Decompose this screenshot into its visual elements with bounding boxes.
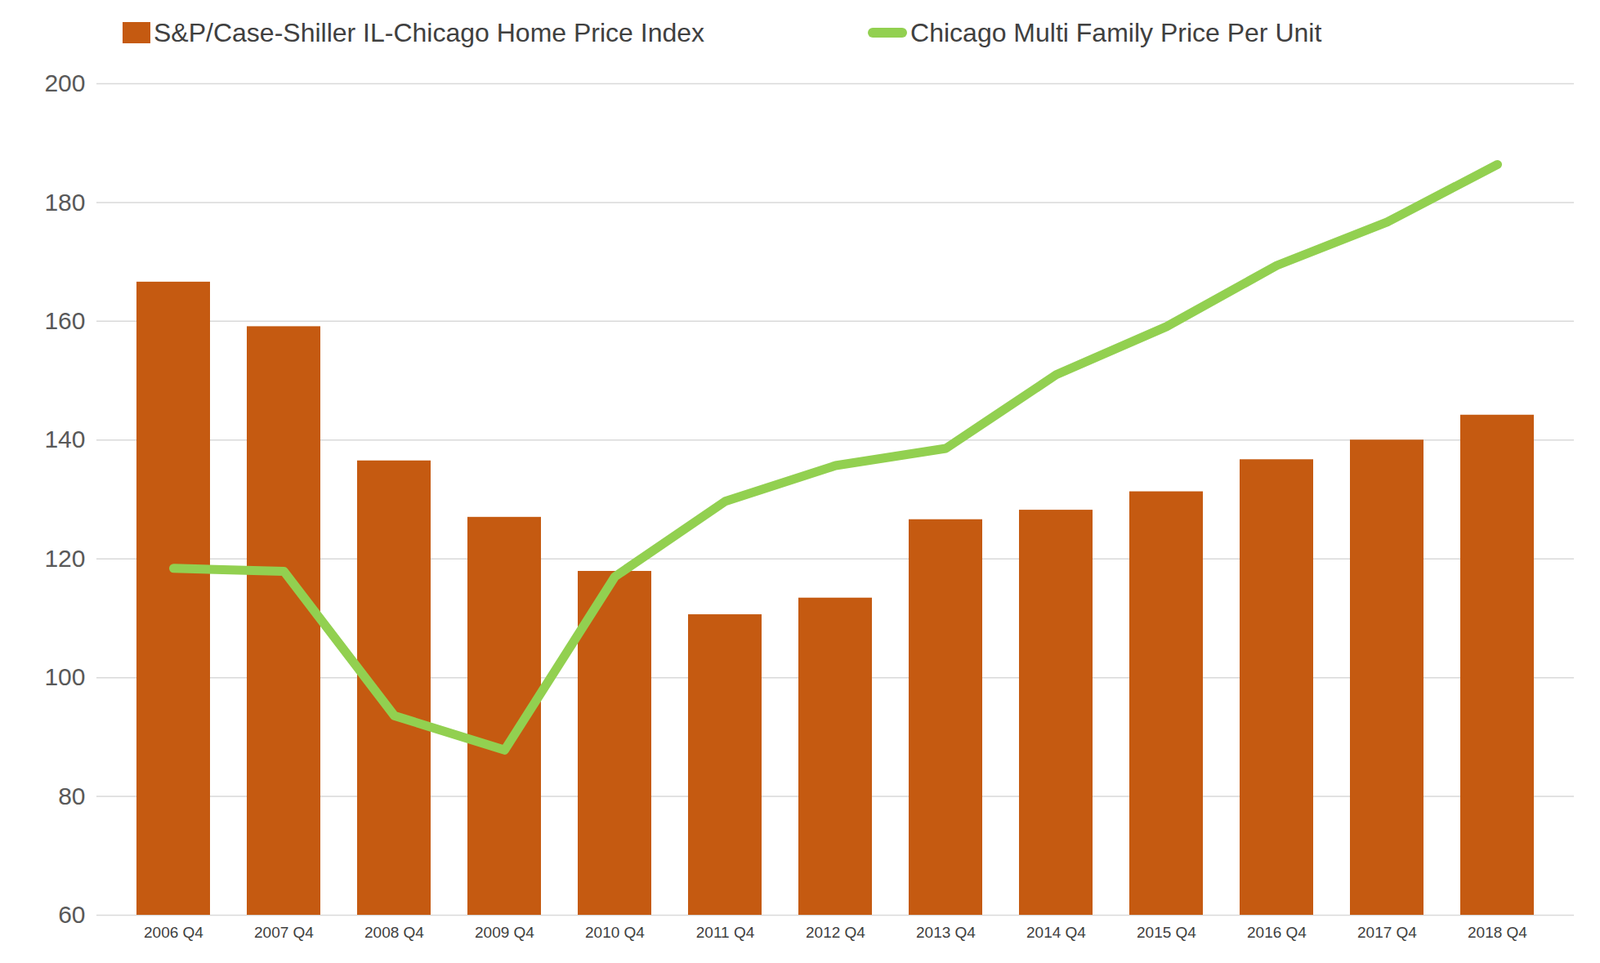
svg-text:160: 160 <box>44 307 85 335</box>
svg-text:2006 Q4: 2006 Q4 <box>143 924 204 942</box>
svg-text:2015 Q4: 2015 Q4 <box>1136 924 1197 942</box>
svg-text:180: 180 <box>44 188 85 216</box>
svg-text:140: 140 <box>44 425 85 453</box>
svg-text:200: 200 <box>44 69 85 97</box>
svg-text:2013 Q4: 2013 Q4 <box>916 924 976 942</box>
svg-text:120: 120 <box>44 545 85 573</box>
svg-text:2009 Q4: 2009 Q4 <box>474 924 535 942</box>
html-text:Chicago Multi Family Price Per: Chicago Multi Family Price Per Unit <box>910 17 1322 47</box>
svg-text:2011 Q4: 2011 Q4 <box>696 924 756 942</box>
svg-text:80: 80 <box>58 782 85 810</box>
svg-text:2007 Q4: 2007 Q4 <box>254 924 314 942</box>
html-text:S&P/Case-Shiller IL-Chicago Ho: S&P/Case-Shiller IL-Chicago Home Price I… <box>153 17 705 47</box>
svg-text:2018 Q4: 2018 Q4 <box>1467 924 1528 942</box>
svg-text:2016 Q4: 2016 Q4 <box>1246 924 1307 942</box>
svg-text:2017 Q4: 2017 Q4 <box>1357 924 1417 942</box>
svg-text:2010 Q4: 2010 Q4 <box>585 924 645 942</box>
svg-text:2014 Q4: 2014 Q4 <box>1026 924 1087 942</box>
svg-text:2012 Q4: 2012 Q4 <box>805 924 866 942</box>
svg-text:100: 100 <box>44 663 85 691</box>
svg-text:60: 60 <box>58 901 85 929</box>
svg-text:2008 Q4: 2008 Q4 <box>364 924 425 942</box>
